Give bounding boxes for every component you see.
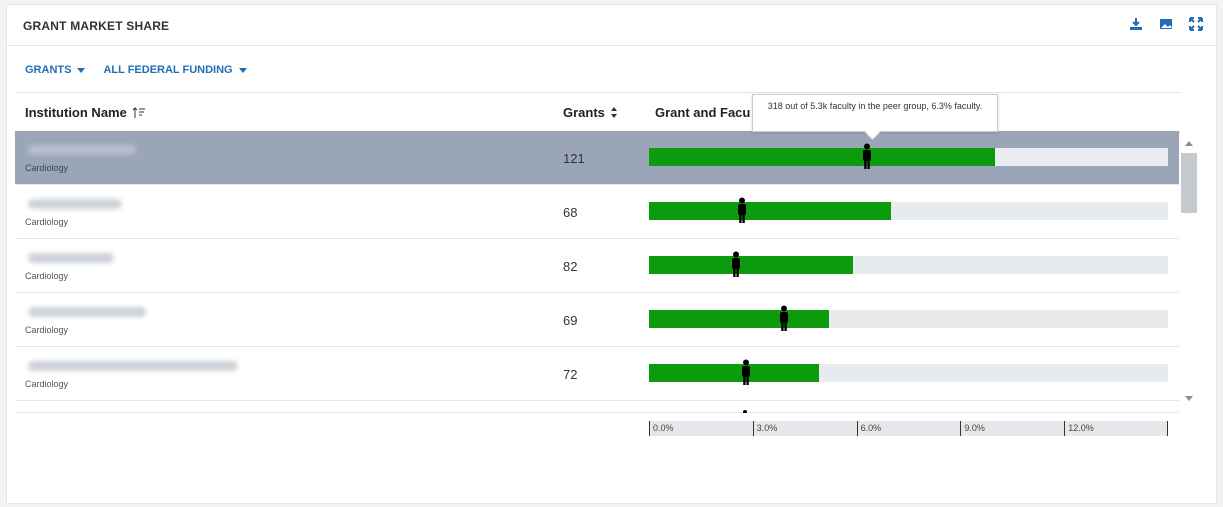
faculty-marker-icon[interactable]	[737, 197, 747, 223]
table-row[interactable]: Cardiology 82	[15, 239, 1179, 293]
filter-bar: GRANTS ALL FEDERAL FUNDING	[25, 64, 247, 76]
institution-name-redacted	[28, 361, 238, 371]
column-label-grant-faculty: Grant and Facu	[655, 105, 751, 120]
faculty-marker-icon[interactable]	[741, 359, 751, 385]
table-row[interactable]: Cardiology 69	[15, 293, 1179, 347]
department-label: Cardiology	[25, 325, 69, 335]
scroll-up-icon[interactable]	[1185, 141, 1193, 146]
axis-tick-label: 6.0%	[856, 421, 881, 436]
table-header: Institution Name Grants Grant and Facu	[15, 92, 1180, 133]
grant-share-bar[interactable]	[649, 310, 829, 328]
institution-name-redacted	[28, 145, 136, 155]
grants-count: 68	[563, 205, 578, 220]
axis-end-tick	[1167, 421, 1171, 436]
faculty-marker-icon	[743, 410, 747, 413]
grants-count: 69	[563, 313, 578, 328]
column-label-institution: Institution Name	[25, 105, 127, 120]
grant-share-bar[interactable]	[649, 364, 819, 382]
image-icon[interactable]	[1158, 16, 1174, 32]
column-header-institution[interactable]: Institution Name	[25, 105, 146, 120]
axis-tick-label: 3.0%	[752, 421, 777, 436]
grants-count: 82	[563, 259, 578, 274]
scroll-down-icon[interactable]	[1185, 396, 1193, 401]
department-label: Cardiology	[25, 271, 69, 281]
panel-header: GRANT MARKET SHARE	[7, 5, 1216, 46]
grant-share-bar[interactable]	[649, 256, 854, 274]
department-label: Cardiology	[25, 379, 69, 389]
faculty-marker-icon[interactable]	[731, 251, 741, 277]
grant-share-bar[interactable]	[649, 148, 995, 166]
faculty-marker-icon[interactable]	[862, 143, 872, 169]
table-body: Cardiology 121 Cardiology 68 Cardiology 82 Car…	[15, 131, 1179, 411]
institution-name-redacted	[28, 253, 114, 263]
download-icon[interactable]	[1128, 16, 1144, 32]
funding-filter-dropdown[interactable]: ALL FEDERAL FUNDING	[103, 64, 247, 76]
sort-icon[interactable]	[610, 107, 618, 118]
institution-name-redacted	[28, 199, 122, 209]
expand-icon[interactable]	[1188, 16, 1204, 32]
grant-share-track[interactable]	[649, 251, 1168, 277]
table-row[interactable]: Cardiology 68	[15, 185, 1179, 239]
department-label: Cardiology	[25, 217, 69, 227]
header-actions	[1128, 16, 1204, 32]
axis-tick-label: 12.0%	[1064, 421, 1094, 436]
grant-market-share-panel: GRANT MARKET SHARE	[6, 4, 1217, 504]
grant-share-track[interactable]	[649, 197, 1168, 223]
faculty-tooltip: 318 out of 5.3k faculty in the peer grou…	[752, 94, 998, 132]
department-label: Cardiology	[25, 163, 69, 173]
funding-filter-label: ALL FEDERAL FUNDING	[103, 64, 233, 76]
scroll-thumb[interactable]	[1181, 153, 1197, 213]
axis-tick-label: 9.0%	[960, 421, 985, 436]
institution-name-redacted	[28, 307, 146, 317]
table-row[interactable]: Cardiology 72	[15, 347, 1179, 401]
column-header-grant-faculty: Grant and Facu	[655, 105, 750, 120]
grant-share-track[interactable]	[649, 359, 1168, 385]
grants-filter-dropdown[interactable]: GRANTS	[25, 64, 86, 76]
grants-count: 121	[563, 151, 585, 166]
column-label-grants: Grants	[563, 105, 605, 120]
grants-count: 72	[563, 367, 578, 382]
table-scrollbar[interactable]	[1181, 131, 1197, 411]
sort-ascending-icon[interactable]	[132, 106, 146, 119]
chevron-down-icon	[238, 67, 247, 73]
percent-axis: 0.0% 3.0% 6.0% 9.0% 12.0%	[649, 421, 1168, 436]
column-header-grants[interactable]: Grants	[563, 105, 618, 120]
grant-share-track[interactable]	[649, 305, 1168, 331]
axis-tick-label: 0.0%	[649, 421, 674, 436]
faculty-marker-icon[interactable]	[779, 305, 789, 331]
chevron-down-icon	[77, 67, 86, 73]
grant-share-track[interactable]	[649, 143, 1168, 169]
grants-filter-label: GRANTS	[25, 64, 72, 76]
partial-row	[15, 400, 1179, 413]
panel-title: GRANT MARKET SHARE	[23, 19, 170, 33]
grant-share-bar[interactable]	[649, 202, 892, 220]
table-row[interactable]: Cardiology 121	[15, 131, 1179, 185]
